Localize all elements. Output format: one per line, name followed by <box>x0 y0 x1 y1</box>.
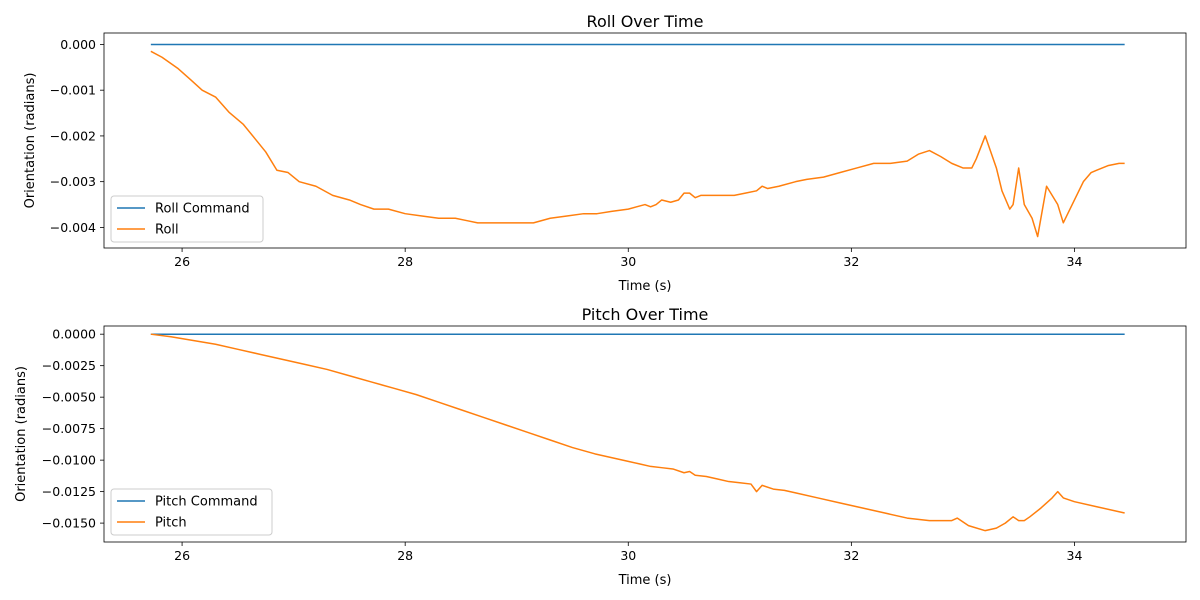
roll-x-tick-label: 26 <box>174 254 190 269</box>
roll-y-axis-label: Orientation (radians) <box>23 73 38 209</box>
pitch-x-axis-label: Time (s) <box>618 573 672 588</box>
pitch-legend-entry: Pitch <box>155 516 187 531</box>
pitch-legend-entry: Pitch Command <box>155 495 258 510</box>
pitch-y-tick-label: −0.0100 <box>42 453 96 468</box>
roll-chart: 26 28 30 32 34 0.000 −0.001 −0.002 −0.003 −0.004 R… <box>23 12 1187 294</box>
pitch-y-tick-label: −0.0025 <box>42 358 96 373</box>
pitch-y-tick-label: −0.0150 <box>42 516 96 531</box>
pitch-y-tick-label: −0.0075 <box>42 421 96 436</box>
pitch-chart: 26 28 30 32 34 0.0000 −0.0025 −0.0050 −0.0075 −0.… <box>14 305 1187 588</box>
pitch-legend: Pitch Command Pitch <box>110 488 273 536</box>
roll-chart-title: Roll Over Time <box>587 12 704 31</box>
pitch-y-tick-label: −0.0125 <box>42 484 96 499</box>
roll-x-tick-label: 32 <box>843 254 859 269</box>
pitch-legend-box <box>110 488 273 536</box>
roll-y-tick-label: −0.003 <box>50 174 96 189</box>
pitch-x-tick-label: 30 <box>620 548 636 563</box>
roll-series-line-measured <box>150 50 1125 238</box>
pitch-x-tick-label: 32 <box>843 548 859 563</box>
pitch-x-tick-label: 26 <box>174 548 190 563</box>
pitch-y-tick-label: 0.0000 <box>52 327 96 342</box>
roll-x-tick-label: 28 <box>397 254 413 269</box>
pitch-y-tick-label: −0.0050 <box>42 390 96 405</box>
roll-legend-entry: Roll Command <box>155 202 250 217</box>
roll-legend-box <box>110 195 264 243</box>
pitch-plot-frame <box>103 325 1187 543</box>
pitch-chart-title: Pitch Over Time <box>582 305 709 324</box>
roll-x-tick-label: 30 <box>620 254 636 269</box>
roll-legend: Roll Command Roll <box>110 195 264 243</box>
roll-x-tick-label: 34 <box>1067 254 1083 269</box>
roll-y-tick-label: 0.000 <box>60 37 96 52</box>
roll-y-tick-label: −0.004 <box>50 220 96 235</box>
pitch-y-axis-label: Orientation (radians) <box>14 366 29 502</box>
roll-y-tick-label: −0.001 <box>50 83 96 98</box>
pitch-series-line-measured <box>150 333 1125 532</box>
pitch-x-tick-label: 34 <box>1067 548 1083 563</box>
roll-plot-frame <box>103 32 1187 249</box>
roll-legend-entry: Roll <box>155 223 179 238</box>
pitch-x-tick-label: 28 <box>397 548 413 563</box>
roll-y-tick-label: −0.002 <box>50 128 96 143</box>
roll-x-axis-label: Time (s) <box>618 279 672 294</box>
